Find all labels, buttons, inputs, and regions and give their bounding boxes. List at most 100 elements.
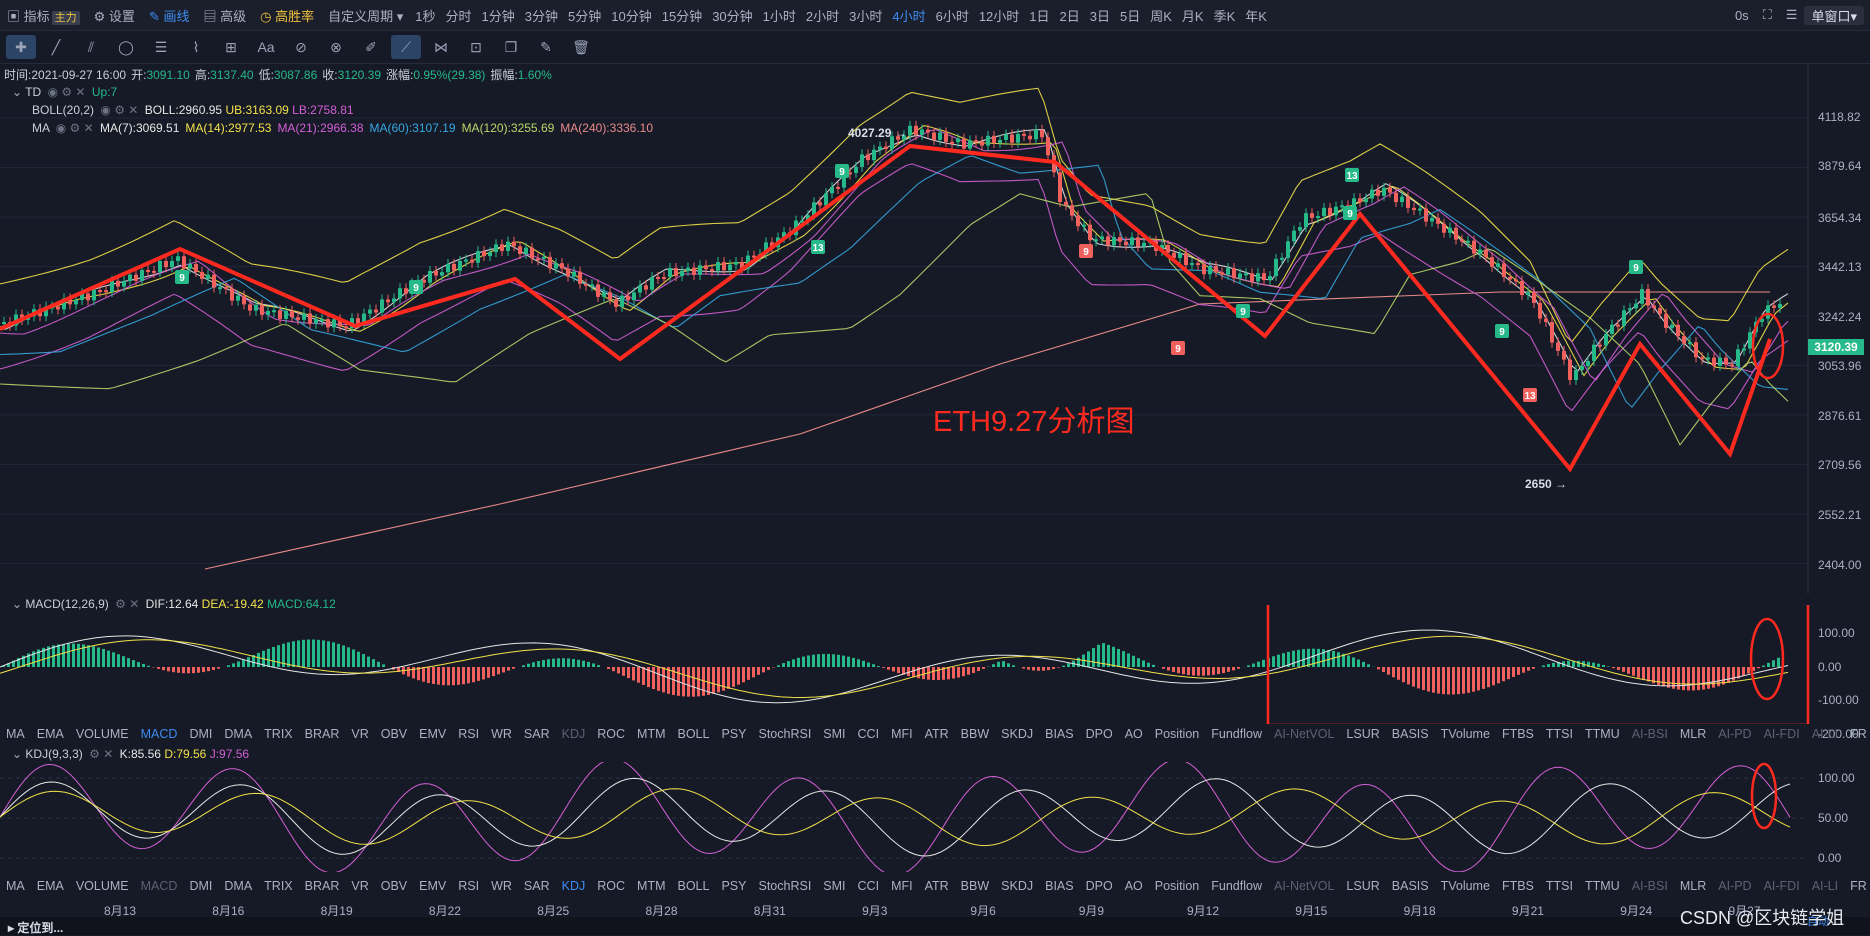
fib-tool-icon[interactable]: ☰ <box>146 35 176 59</box>
magnet-icon[interactable]: ⊘ <box>286 35 316 59</box>
indicator-tab-ao[interactable]: AO <box>1119 879 1149 893</box>
crosshair-icon[interactable]: ✚ <box>6 35 36 59</box>
indicator-tab-roc[interactable]: ROC <box>591 727 631 741</box>
indicator-tab-dmi[interactable]: DMI <box>183 727 218 741</box>
line-tool-icon[interactable]: ╱ <box>41 35 71 59</box>
indicator-tab-dpo[interactable]: DPO <box>1080 727 1119 741</box>
period-14[interactable]: 1日 <box>1024 6 1054 25</box>
indicator-tab-dma[interactable]: DMA <box>218 727 258 741</box>
indicator-tab-obv[interactable]: OBV <box>375 879 413 893</box>
indicator-tab-dma[interactable]: DMA <box>218 879 258 893</box>
settings-button[interactable]: ⚙ 设置 <box>87 6 142 25</box>
period-10[interactable]: 3小时 <box>844 6 887 25</box>
period-1[interactable]: 分时 <box>441 6 477 25</box>
locate-button[interactable]: ▸ 定位到... <box>8 919 63 936</box>
indicator-tab-smi[interactable]: SMI <box>817 727 851 741</box>
kdj-chart[interactable] <box>0 762 1810 872</box>
indicator-tab-ai-pd[interactable]: AI-PD <box>1712 727 1757 741</box>
indicator-tab-emv[interactable]: EMV <box>413 879 452 893</box>
indicator-tab-dmi[interactable]: DMI <box>183 879 218 893</box>
text-tool-icon[interactable]: Aa <box>251 35 281 59</box>
fullscreen-icon[interactable]: ⛶ <box>1756 7 1779 23</box>
indicator-tab-emv[interactable]: EMV <box>413 727 452 741</box>
indicator-tab-skdj[interactable]: SKDJ <box>995 879 1039 893</box>
indicator-tab-volume[interactable]: VOLUME <box>70 879 135 893</box>
indicator-tab-bbw[interactable]: BBW <box>955 727 995 741</box>
period-2[interactable]: 1分钟 <box>477 6 520 25</box>
indicator-tab-bias[interactable]: BIAS <box>1039 879 1080 893</box>
indicator-tab-skdj[interactable]: SKDJ <box>995 727 1039 741</box>
indicator-tab-rsi[interactable]: RSI <box>452 879 485 893</box>
indicator-tab-ma[interactable]: MA <box>0 727 31 741</box>
period-7[interactable]: 30分钟 <box>707 6 757 25</box>
indicator-tab-lsur[interactable]: LSUR <box>1340 727 1385 741</box>
indicator-tab-macd[interactable]: MACD <box>135 727 184 741</box>
wave-tool-icon[interactable]: ⌇ <box>181 35 211 59</box>
indicator-tab-vr[interactable]: VR <box>345 727 374 741</box>
advanced-button[interactable]: ▤ 高级 <box>196 6 253 25</box>
indicator-tab-volume[interactable]: VOLUME <box>70 727 135 741</box>
indicator-tab-brar[interactable]: BRAR <box>299 879 346 893</box>
indicator-tab-trix[interactable]: TRIX <box>258 879 298 893</box>
win-rate-button[interactable]: ◷ 高胜率 <box>253 6 321 25</box>
lock-icon[interactable]: ⊡ <box>461 35 491 59</box>
indicator-tab-boll[interactable]: BOLL <box>672 879 716 893</box>
indicator-tab-position[interactable]: Position <box>1149 879 1205 893</box>
indicator-tab-rsi[interactable]: RSI <box>452 727 485 741</box>
copy-icon[interactable]: ❐ <box>496 35 526 59</box>
indicator-tab-stochrsi[interactable]: StochRSI <box>752 879 817 893</box>
indicator-tab-bias[interactable]: BIAS <box>1039 727 1080 741</box>
indicator-tab-atr[interactable]: ATR <box>919 727 955 741</box>
indicator-tab-ai-netvol[interactable]: AI-NetVOL <box>1268 879 1340 893</box>
indicator-tab-kdj[interactable]: KDJ <box>556 879 592 893</box>
indicator-tab-cci[interactable]: CCI <box>852 727 886 741</box>
indicator-tab-obv[interactable]: OBV <box>375 727 413 741</box>
period-13[interactable]: 12小时 <box>974 6 1024 25</box>
indicator-tab-ai-bsi[interactable]: AI-BSI <box>1626 727 1674 741</box>
indicator-tab-basis[interactable]: BASIS <box>1386 727 1435 741</box>
indicator-tab-boll[interactable]: BOLL <box>672 727 716 741</box>
period-20[interactable]: 季K <box>1209 6 1241 25</box>
period-12[interactable]: 6小时 <box>931 6 974 25</box>
indicator-tab-position[interactable]: Position <box>1149 727 1205 741</box>
collapse-icon[interactable]: ⌄ <box>12 747 22 761</box>
period-3[interactable]: 3分钟 <box>520 6 563 25</box>
indicator-tab-ttsi[interactable]: TTSI <box>1540 879 1579 893</box>
indicator-tab-ttmu[interactable]: TTMU <box>1579 879 1626 893</box>
indicator-tab-mtm[interactable]: MTM <box>631 727 671 741</box>
indicator-tab-ai-li[interactable]: AI-LI <box>1806 727 1844 741</box>
draw-button[interactable]: ✎ 画线 <box>142 6 197 25</box>
indicator-tab-dpo[interactable]: DPO <box>1080 879 1119 893</box>
period-4[interactable]: 5分钟 <box>563 6 606 25</box>
period-11[interactable]: 4小时 <box>887 6 930 25</box>
indicator-tab-kdj[interactable]: KDJ <box>556 727 592 741</box>
indicator-tab-ai-bsi[interactable]: AI-BSI <box>1626 879 1674 893</box>
indicator-tab-tvolume[interactable]: TVolume <box>1435 727 1496 741</box>
period-9[interactable]: 2小时 <box>801 6 844 25</box>
period-16[interactable]: 3日 <box>1085 6 1115 25</box>
indicator-tab-ftbs[interactable]: FTBS <box>1496 727 1540 741</box>
edit-icon[interactable]: ✎ <box>531 35 561 59</box>
indicator-tab-macd[interactable]: MACD <box>135 879 184 893</box>
indicator-tab-atr[interactable]: ATR <box>919 879 955 893</box>
indicator-tab-ema[interactable]: EMA <box>31 727 70 741</box>
indicator-tab-mfi[interactable]: MFI <box>885 879 919 893</box>
indicator-tab-sar[interactable]: SAR <box>518 727 556 741</box>
indicator-tab-bbw[interactable]: BBW <box>955 879 995 893</box>
indicator-tab-wr[interactable]: WR <box>485 727 518 741</box>
measure-tool-icon[interactable]: ⊞ <box>216 35 246 59</box>
period-19[interactable]: 月K <box>1177 6 1209 25</box>
indicator-tab-brar[interactable]: BRAR <box>299 727 346 741</box>
indicator-tab-mlr[interactable]: MLR <box>1674 727 1712 741</box>
indicator-tab-lsur[interactable]: LSUR <box>1340 879 1385 893</box>
indicator-tab-ai-netvol[interactable]: AI-NetVOL <box>1268 727 1340 741</box>
indicator-tab-vr[interactable]: VR <box>345 879 374 893</box>
indicator-tab-fr[interactable]: FR <box>1844 727 1870 741</box>
period-6[interactable]: 15分钟 <box>657 6 707 25</box>
pattern-icon[interactable]: ⋈ <box>426 35 456 59</box>
indicator-tab-mlr[interactable]: MLR <box>1674 879 1712 893</box>
indicator-menu[interactable]: ▣ 指标主力 <box>0 6 87 25</box>
period-8[interactable]: 1小时 <box>758 6 801 25</box>
period-15[interactable]: 2日 <box>1055 6 1085 25</box>
indicator-tab-fundflow[interactable]: Fundflow <box>1205 879 1268 893</box>
